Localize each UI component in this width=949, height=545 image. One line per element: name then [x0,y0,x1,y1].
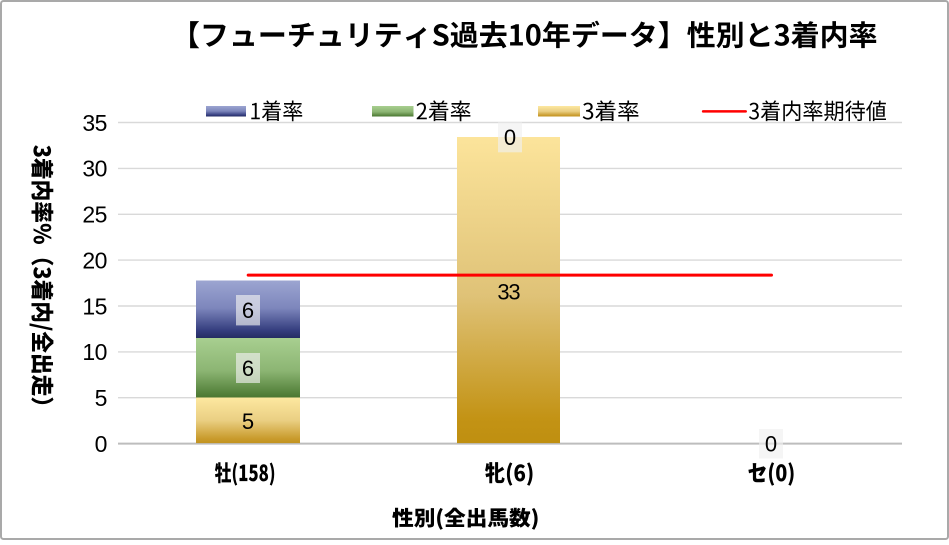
svg-text:15: 15 [82,293,106,319]
svg-text:20: 20 [82,247,106,273]
svg-text:5: 5 [95,385,107,411]
svg-text:10: 10 [82,339,106,365]
svg-text:35: 35 [82,110,106,136]
svg-text:0: 0 [504,125,516,150]
svg-text:30: 30 [82,156,106,182]
svg-text:5: 5 [242,409,254,434]
svg-text:6: 6 [242,298,254,323]
svg-text:33: 33 [497,280,520,305]
svg-text:0: 0 [765,432,777,457]
svg-text:6: 6 [242,356,254,381]
svg-text:25: 25 [82,202,106,228]
svg-text:0: 0 [95,431,107,457]
